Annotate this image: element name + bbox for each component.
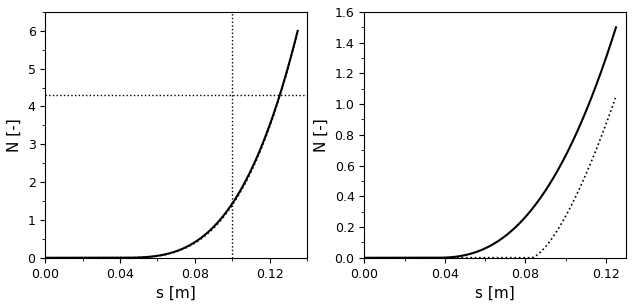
X-axis label: s [m]: s [m]: [156, 286, 196, 301]
Y-axis label: N [-]: N [-]: [7, 118, 22, 152]
Y-axis label: N [-]: N [-]: [314, 118, 329, 152]
X-axis label: s [m]: s [m]: [475, 286, 515, 301]
